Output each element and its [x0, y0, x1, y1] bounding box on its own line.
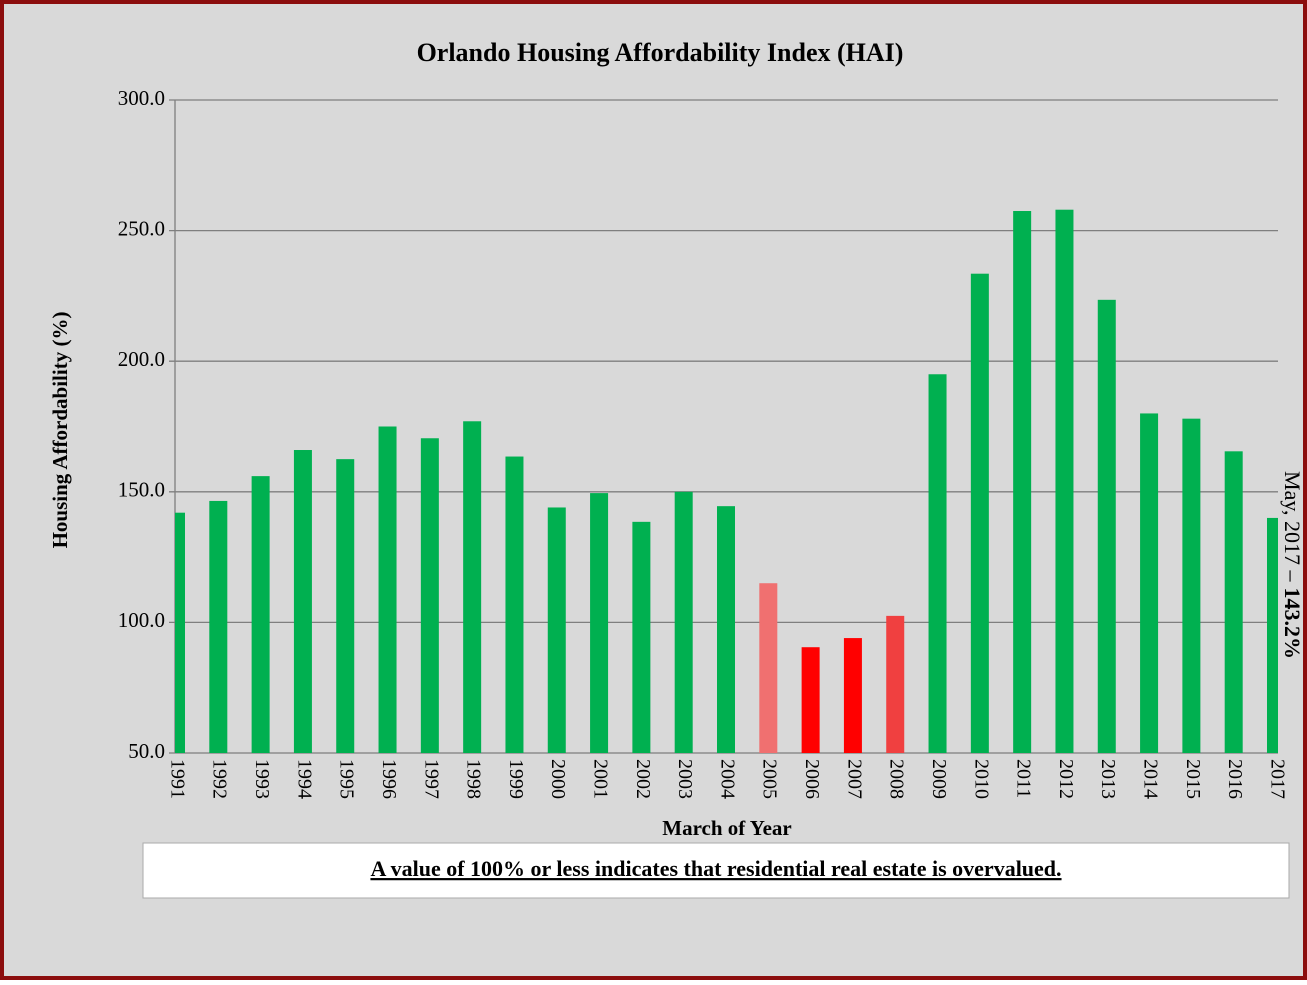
bar: [336, 459, 355, 753]
bar: [590, 493, 609, 753]
y-tick-label: 250.0: [118, 216, 165, 240]
x-tick-label: 2001: [589, 759, 611, 799]
x-tick-label: 2012: [1055, 759, 1077, 799]
y-axis-title: Housing Affordability (%): [48, 312, 72, 549]
x-tick-label: 2016: [1224, 759, 1246, 799]
bar: [1097, 299, 1116, 753]
bar: [1182, 418, 1201, 753]
x-tick-label: 1995: [336, 759, 358, 799]
x-tick-label: 2013: [1097, 759, 1119, 799]
bar: [209, 500, 228, 753]
bar: [886, 615, 905, 753]
y-tick-label: 200.0: [118, 347, 165, 371]
x-tick-label: 2015: [1182, 759, 1204, 799]
x-tick-label: 2003: [674, 759, 696, 799]
x-axis-title: March of Year: [662, 816, 791, 840]
x-tick-label: 2006: [801, 759, 823, 799]
x-tick-label: 1999: [505, 759, 527, 799]
x-tick-label: 1998: [463, 759, 485, 799]
x-tick-label: 2007: [843, 759, 865, 799]
annotation-text: May, 2017 –: [1280, 471, 1305, 582]
footnote-box: [142, 842, 1290, 899]
bar: [463, 421, 482, 753]
bar: [1055, 209, 1074, 753]
bars: [175, 209, 1278, 753]
y-tick-label: 300.0: [118, 86, 165, 110]
bar: [717, 506, 735, 753]
y-tick-label: 50.0: [128, 739, 165, 763]
bar: [378, 426, 397, 753]
x-tick-label: 2000: [547, 759, 569, 799]
x-tick-label: 1991: [166, 759, 188, 799]
bar: [175, 512, 185, 753]
x-tick-label: 1996: [378, 759, 400, 799]
bar: [505, 456, 524, 753]
bar: [1224, 451, 1243, 753]
bar: [1013, 211, 1032, 753]
x-tick-label: 2010: [970, 759, 992, 799]
bar: [759, 583, 778, 753]
bar: [547, 507, 566, 753]
y-tick-label: 150.0: [118, 478, 165, 502]
x-tick-label: 2005: [759, 759, 781, 799]
x-tick-label: 2011: [1013, 759, 1035, 798]
x-tick-label: 2014: [1139, 759, 1161, 799]
y-tick-label: 100.0: [118, 608, 165, 632]
x-tick-label: 2017: [1266, 759, 1288, 799]
chart-title: Orlando Housing Affordability Index (HAI…: [417, 38, 904, 67]
footnote: A value of 100% or less indicates that r…: [370, 856, 1061, 881]
bar: [674, 491, 693, 753]
bar: [1267, 517, 1278, 753]
x-tick-label: 1994: [293, 759, 315, 799]
bar: [251, 476, 270, 753]
annotation: May, 2017 – 143.2%: [1280, 471, 1305, 659]
x-tick-label: 1993: [251, 759, 273, 799]
bar: [843, 638, 862, 753]
x-tick-label: 1992: [209, 759, 231, 799]
annotation-bold: 143.2%: [1280, 587, 1305, 659]
x-tick-label: 2008: [886, 759, 908, 799]
bar: [970, 273, 989, 753]
bar: [420, 438, 439, 753]
bar: [632, 521, 651, 753]
bar: [1140, 413, 1159, 753]
bar: [928, 374, 947, 753]
bar: [801, 647, 820, 753]
bar: [293, 450, 312, 753]
x-tick-label: 2004: [716, 759, 738, 799]
x-tick-label: 2009: [928, 759, 950, 799]
x-tick-label: 1997: [420, 759, 442, 799]
x-tick-label: 2002: [632, 759, 654, 799]
